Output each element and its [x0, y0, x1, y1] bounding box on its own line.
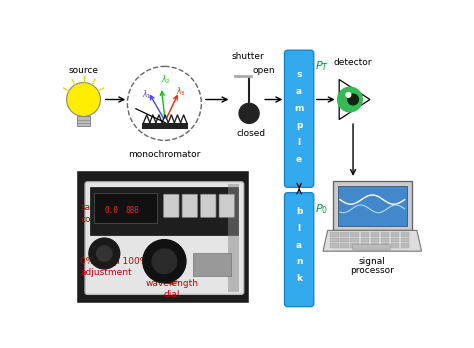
- Text: closed: closed: [236, 129, 265, 138]
- Text: signal: signal: [359, 258, 386, 266]
- FancyBboxPatch shape: [391, 238, 399, 242]
- FancyBboxPatch shape: [371, 232, 379, 237]
- Text: wavelength
dial: wavelength dial: [146, 279, 199, 299]
- FancyBboxPatch shape: [330, 238, 338, 242]
- FancyBboxPatch shape: [94, 193, 157, 223]
- Text: detector: detector: [334, 58, 372, 67]
- FancyBboxPatch shape: [350, 238, 359, 242]
- FancyBboxPatch shape: [350, 232, 359, 237]
- FancyBboxPatch shape: [164, 194, 179, 217]
- FancyBboxPatch shape: [340, 243, 349, 247]
- Text: a: a: [296, 87, 302, 96]
- FancyBboxPatch shape: [361, 243, 369, 247]
- Text: m: m: [294, 104, 304, 113]
- Text: 0%T and 100%T
adjustment: 0%T and 100%T adjustment: [81, 258, 154, 277]
- FancyBboxPatch shape: [337, 186, 407, 226]
- Text: source: source: [69, 66, 99, 75]
- Text: processor: processor: [350, 266, 394, 275]
- Circle shape: [239, 103, 259, 124]
- FancyBboxPatch shape: [330, 243, 338, 247]
- Polygon shape: [142, 122, 188, 129]
- Circle shape: [66, 82, 100, 117]
- FancyBboxPatch shape: [401, 243, 409, 247]
- FancyBboxPatch shape: [182, 194, 198, 217]
- Circle shape: [152, 249, 177, 274]
- FancyBboxPatch shape: [371, 243, 379, 247]
- FancyBboxPatch shape: [381, 243, 389, 247]
- FancyBboxPatch shape: [330, 232, 338, 237]
- Text: l: l: [298, 224, 301, 232]
- FancyBboxPatch shape: [371, 238, 379, 242]
- FancyBboxPatch shape: [77, 171, 248, 302]
- FancyBboxPatch shape: [201, 194, 216, 217]
- Text: sample
compartment: sample compartment: [81, 204, 142, 223]
- Text: open: open: [252, 66, 275, 75]
- FancyBboxPatch shape: [333, 181, 411, 230]
- Text: 0.0: 0.0: [104, 206, 118, 215]
- FancyBboxPatch shape: [391, 232, 399, 237]
- FancyBboxPatch shape: [340, 232, 349, 237]
- FancyBboxPatch shape: [353, 245, 391, 250]
- FancyBboxPatch shape: [381, 238, 389, 242]
- Text: $P_T$: $P_T$: [315, 60, 328, 73]
- Circle shape: [337, 87, 362, 112]
- Text: $P_0$: $P_0$: [315, 202, 328, 216]
- Text: 888: 888: [126, 206, 140, 215]
- Text: a: a: [296, 240, 302, 250]
- Polygon shape: [323, 230, 421, 251]
- FancyBboxPatch shape: [91, 187, 238, 235]
- Text: b: b: [296, 207, 302, 216]
- Text: p: p: [296, 121, 302, 130]
- Text: monochromator: monochromator: [128, 150, 201, 159]
- Circle shape: [143, 240, 186, 283]
- Text: n: n: [296, 258, 302, 267]
- FancyBboxPatch shape: [361, 232, 369, 237]
- Text: shutter: shutter: [231, 52, 264, 61]
- FancyBboxPatch shape: [391, 243, 399, 247]
- Text: $\lambda_1$: $\lambda_1$: [142, 89, 152, 102]
- Circle shape: [89, 238, 120, 269]
- Text: $\lambda_3$: $\lambda_3$: [176, 86, 186, 98]
- Circle shape: [347, 94, 358, 105]
- Text: l: l: [298, 138, 301, 147]
- Text: $\lambda_2$: $\lambda_2$: [161, 73, 170, 86]
- Circle shape: [346, 93, 351, 97]
- FancyBboxPatch shape: [77, 117, 90, 126]
- Text: e: e: [296, 155, 302, 164]
- FancyBboxPatch shape: [350, 243, 359, 247]
- Polygon shape: [339, 79, 370, 119]
- FancyBboxPatch shape: [401, 238, 409, 242]
- FancyBboxPatch shape: [193, 253, 231, 276]
- FancyBboxPatch shape: [219, 194, 235, 217]
- FancyBboxPatch shape: [381, 232, 389, 237]
- FancyBboxPatch shape: [401, 232, 409, 237]
- FancyBboxPatch shape: [228, 184, 239, 292]
- FancyBboxPatch shape: [284, 50, 314, 187]
- Circle shape: [97, 246, 112, 261]
- FancyBboxPatch shape: [284, 193, 314, 307]
- Text: s: s: [296, 70, 302, 79]
- FancyBboxPatch shape: [361, 238, 369, 242]
- FancyBboxPatch shape: [340, 238, 349, 242]
- Text: k: k: [296, 275, 302, 283]
- FancyBboxPatch shape: [85, 182, 244, 294]
